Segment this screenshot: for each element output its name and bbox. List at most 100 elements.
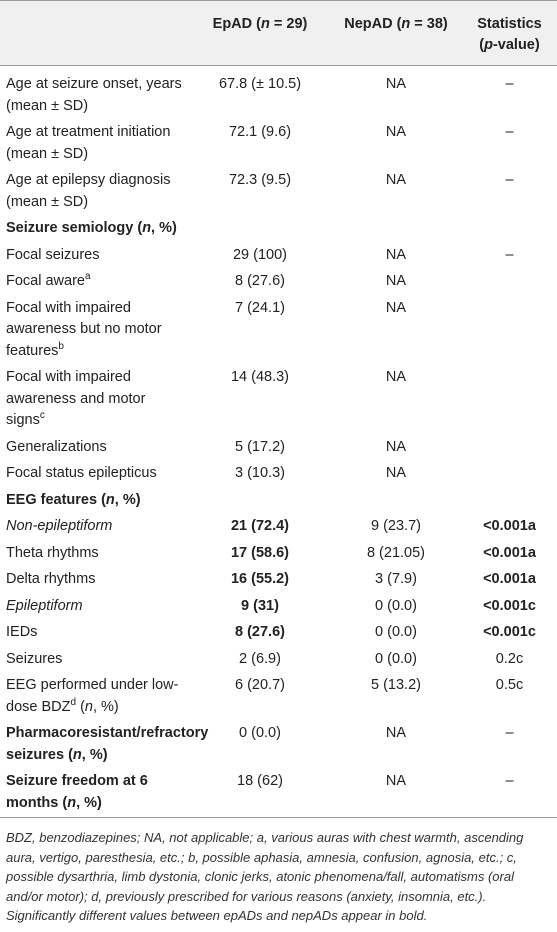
text-run: – (505, 172, 514, 188)
text-run: 67.8 (± 10.5) (218, 76, 302, 92)
row-label: Theta rhythms (0, 541, 190, 568)
table-cell: 72.1 (9.6) (190, 120, 330, 168)
text-run: n (84, 698, 93, 715)
text-run: 6 (20.7) (235, 677, 285, 693)
table-cell: – (462, 66, 557, 121)
row-label: Non-epileptiform (0, 514, 190, 541)
table-row: Non-epileptiform 21 (72.4) 9 (23.7) <0.001a (0, 514, 557, 541)
text-run: NA (385, 773, 407, 789)
table-cell: 21 (72.4) (190, 514, 330, 541)
text-run: = 29) (269, 16, 308, 32)
table-cell: <0.001c (462, 620, 557, 647)
text-run: 8 (27.6) (235, 624, 285, 640)
text-run: 21 (72.4) (230, 518, 290, 534)
text-run: 17 (58.6) (230, 544, 290, 561)
text-run: <0.001a (483, 544, 536, 561)
table-row: Seizures 2 (6.9) 0 (0.0) 0.2c (0, 647, 557, 674)
text-run: Focal seizures (6, 246, 100, 263)
text-run: 8 (21.05) (366, 544, 426, 561)
data-table: EpAD (n = 29) NepAD (n = 38) Statistics (p… (0, 0, 557, 818)
row-label: Age at treatment initiation (mean ± SD) (0, 120, 190, 168)
text-run: – (505, 124, 514, 140)
row-label: Seizures (0, 647, 190, 674)
table-cell: 3 (7.9) (330, 567, 462, 594)
table-cell: – (462, 168, 557, 216)
table-cell: 6 (20.7) (190, 673, 330, 721)
text-run: Age at treatment initiation (mean ± SD) (6, 124, 171, 162)
table-header: EpAD (n = 29) NepAD (n = 38) Statistics (p… (0, 0, 557, 66)
text-run: NA (385, 299, 407, 316)
text-run: 5 (17.2) (235, 438, 285, 455)
row-label: Age at epilepsy diagnosis (mean ± SD) (0, 168, 190, 216)
text-run: Focal status epilepticus (6, 465, 157, 481)
text-run: 5 (13.2) (371, 677, 421, 693)
text-run: Theta rhythms (6, 544, 99, 561)
table-row: Focal seizures 29 (100) NA – (0, 243, 557, 270)
text-run: 7 (24.1) (235, 299, 285, 316)
text-run: Pharmacoresistant/refractory seizures ( (6, 725, 209, 763)
table-cell: 8 (27.6) (190, 620, 330, 647)
row-label: Focal seizures (0, 243, 190, 270)
table-cell (462, 461, 557, 488)
text-run: <0.001a (483, 571, 536, 587)
table-cell: 0 (0.0) (330, 620, 462, 647)
text-run: n (401, 16, 411, 32)
table-cell (462, 435, 557, 462)
table-cell: – (462, 769, 557, 818)
table-cell: 0.5c (462, 673, 557, 721)
table-cell: NA (330, 269, 462, 296)
row-label: IEDs (0, 620, 190, 647)
text-run: EEG features ( (6, 491, 106, 508)
text-run: n (105, 491, 115, 508)
table-cell: <0.001c (462, 594, 557, 621)
text-run: 29 (100) (232, 246, 287, 263)
text-run: 3 (7.9) (375, 571, 417, 587)
text-run: 0 (0.0) (375, 597, 417, 614)
table-cell: 14 (48.3) (190, 365, 330, 435)
section-heading: Seizure semiology (n, %) (0, 216, 557, 243)
table-row: Pharmacoresistant/refractory seizures (n… (0, 721, 557, 769)
footnote: BDZ, benzodiazepines; NA, not applicable… (6, 830, 524, 923)
table-cell: NA (330, 243, 462, 270)
text-run: 9 (31) (241, 597, 279, 614)
row-label: Generalizations (0, 435, 190, 462)
text-run: Focal aware (6, 273, 85, 289)
table-row: Age at treatment initiation (mean ± SD) 7… (0, 120, 557, 168)
table-cell (462, 296, 557, 366)
header-cell: Statistics (p-value) (462, 1, 557, 66)
text-run: NA (385, 76, 407, 92)
table-cell: 0 (0.0) (190, 721, 330, 769)
text-run: IEDs (6, 624, 38, 640)
table-cell: <0.001a (462, 541, 557, 568)
table-row: Generalizations 5 (17.2) NA (0, 435, 557, 462)
text-run: – (505, 246, 514, 263)
table-row: Focal with impaired awareness and motor … (0, 365, 557, 435)
text-run: NA (385, 465, 407, 481)
text-run: Seizure freedom at 6 months ( (6, 773, 148, 811)
table-row: Delta rhythms 16 (55.2) 3 (7.9) <0.001a (0, 567, 557, 594)
header-cell (0, 1, 190, 66)
table-row: Theta rhythms 17 (58.6) 8 (21.05) <0.001a (0, 541, 557, 568)
text-run: , %) (114, 491, 141, 508)
text-run: NA (385, 172, 407, 188)
table-cell: NA (330, 769, 462, 818)
text-run: 0.5c (495, 677, 524, 693)
text-run: NA (385, 246, 407, 263)
text-run: n (261, 16, 270, 32)
table-row: Epileptiform 9 (31) 0 (0.0) <0.001c (0, 594, 557, 621)
section-heading: EEG features (n, %) (0, 488, 557, 515)
text-run: Focal with impaired awareness but no mot… (6, 299, 162, 359)
table-cell: NA (330, 296, 462, 366)
section-row: EEG features (n, %) (0, 488, 557, 515)
row-label: Delta rhythms (0, 567, 190, 594)
text-run: – (505, 76, 514, 92)
table-body: Age at seizure onset, years (mean ± SD) 6… (0, 66, 557, 818)
header-cell: NepAD (n = 38) (330, 1, 462, 66)
table-cell (462, 365, 557, 435)
header-cell: EpAD (n = 29) (190, 1, 330, 66)
table-cell: NA (330, 66, 462, 121)
row-label: Epileptiform (0, 594, 190, 621)
table-cell: NA (330, 120, 462, 168)
table-row: EEG performed under low-dose BDZd (n, %)… (0, 673, 557, 721)
